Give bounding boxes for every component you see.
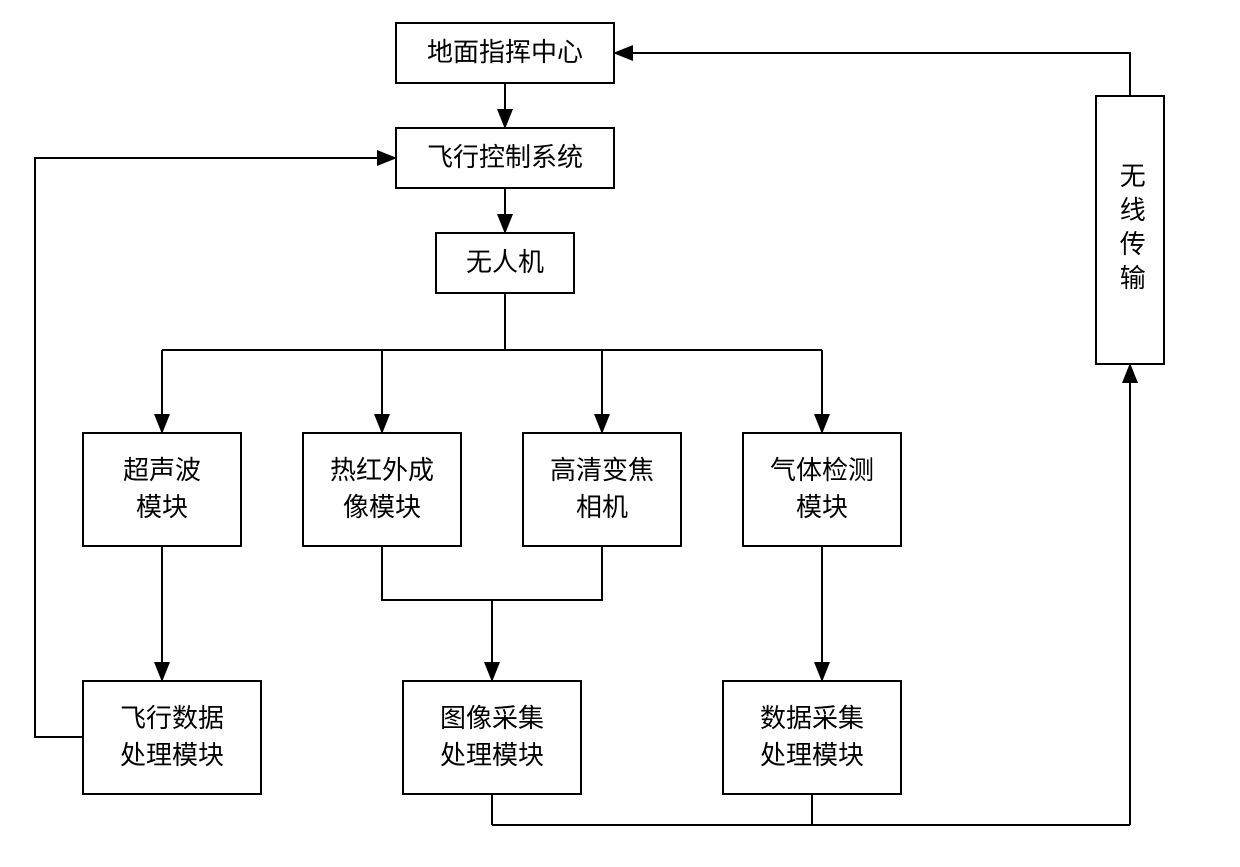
node-label: 图像采集处理模块 [440, 701, 544, 774]
node-flight-control: 飞行控制系统 [395, 127, 615, 189]
node-gas-detect: 气体检测模块 [742, 432, 902, 547]
node-image-process: 图像采集处理模块 [402, 680, 582, 795]
node-label: 高清变焦相机 [550, 453, 654, 526]
node-label: 热红外成像模块 [330, 453, 434, 526]
node-label: 飞行数据处理模块 [120, 701, 224, 774]
node-wireless: 无线传输 [1095, 95, 1165, 365]
node-camera: 高清变焦相机 [522, 432, 682, 547]
node-flight-data: 飞行数据处理模块 [82, 680, 262, 795]
node-command-center: 地面指挥中心 [395, 22, 615, 84]
node-label: 地面指挥中心 [427, 35, 583, 71]
node-ultrasonic: 超声波模块 [82, 432, 242, 547]
node-drone: 无人机 [435, 232, 575, 294]
node-label: 飞行控制系统 [427, 140, 583, 176]
node-label: 超声波模块 [123, 453, 201, 526]
node-label: 无人机 [466, 245, 544, 281]
node-thermal: 热红外成像模块 [302, 432, 462, 547]
node-label: 无线传输 [1112, 162, 1148, 298]
node-label: 气体检测模块 [770, 453, 874, 526]
node-label: 数据采集处理模块 [760, 701, 864, 774]
node-data-process: 数据采集处理模块 [722, 680, 902, 795]
